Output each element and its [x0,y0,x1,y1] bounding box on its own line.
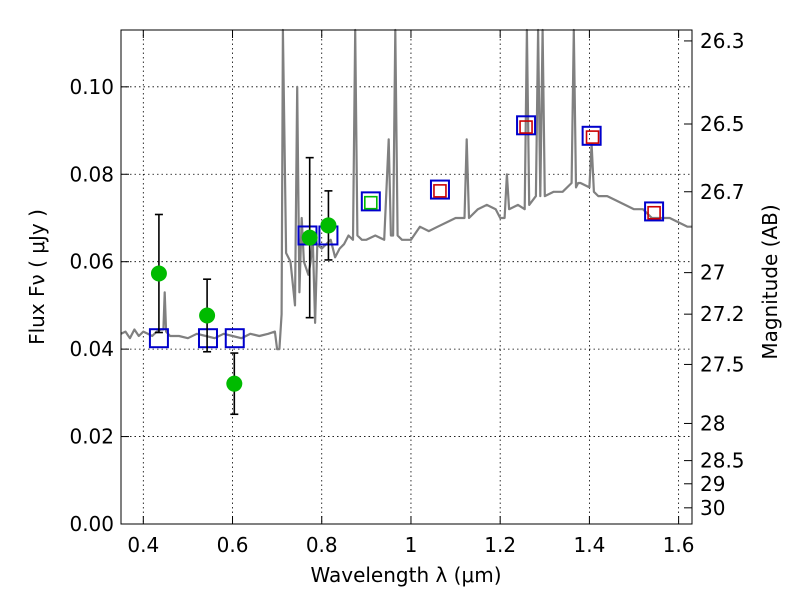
y-tick-label: 0.10 [69,75,114,99]
tick-layer: 0.4 0.6 0.8 1 1.2 1.4 1.6 0.00 0.02 0.04 0.06 0.08 0… [69,29,744,557]
green-data-point [199,307,216,324]
x-tick-label: 0.8 [306,533,338,557]
right-tick-label: 27.2 [700,302,745,326]
y-axis-label: Flux Fν ( μJy ) [25,209,49,345]
blue-template-square [644,201,665,222]
blue-template-square [581,125,602,146]
red-model-square [519,120,533,134]
red-model-square [585,130,600,144]
red-model-square [433,184,447,198]
x-tick-label: 1 [405,533,418,557]
blue-template-square [224,328,245,349]
right-tick-label: 30 [700,496,725,520]
right-tick-label: 28 [700,411,725,435]
blue-template-square [516,115,537,136]
right-tick-label: 28.5 [700,449,745,473]
right-tick-label: 27.5 [700,352,745,376]
right-tick-label: 26.7 [700,180,745,204]
marker-layer [148,115,665,416]
y-tick-label: 0.04 [69,337,114,361]
right-tick-label: 26.3 [700,29,745,53]
green-data-point [226,375,243,392]
blue-template-square [197,328,218,349]
plot-frame [120,29,693,525]
red-model-square [647,205,661,220]
blue-template-square [360,191,381,212]
x-tick-label: 0.6 [217,533,249,557]
y-tick-label: 0.02 [69,425,114,449]
green-model-square [364,195,378,210]
right-tick-label: 27 [700,261,725,285]
green-data-point [301,229,318,246]
blue-template-square [429,179,450,200]
x-axis-label: Wavelength λ (μm) [310,563,501,587]
right-tick-label: 29 [700,472,725,496]
y-tick-label: 0.08 [69,162,114,186]
x-tick-label: 1.6 [663,533,695,557]
green-data-point [150,265,167,282]
y-tick-label: 0.00 [69,512,114,536]
x-tick-label: 1.2 [484,533,516,557]
y-axis-right-label: Magnitude (AB) [758,204,782,359]
y-tick-label: 0.06 [69,250,114,274]
x-tick-label: 1.4 [573,533,605,557]
x-tick-label: 0.4 [127,533,159,557]
green-data-point [320,217,337,234]
right-tick-label: 26.5 [700,112,745,136]
